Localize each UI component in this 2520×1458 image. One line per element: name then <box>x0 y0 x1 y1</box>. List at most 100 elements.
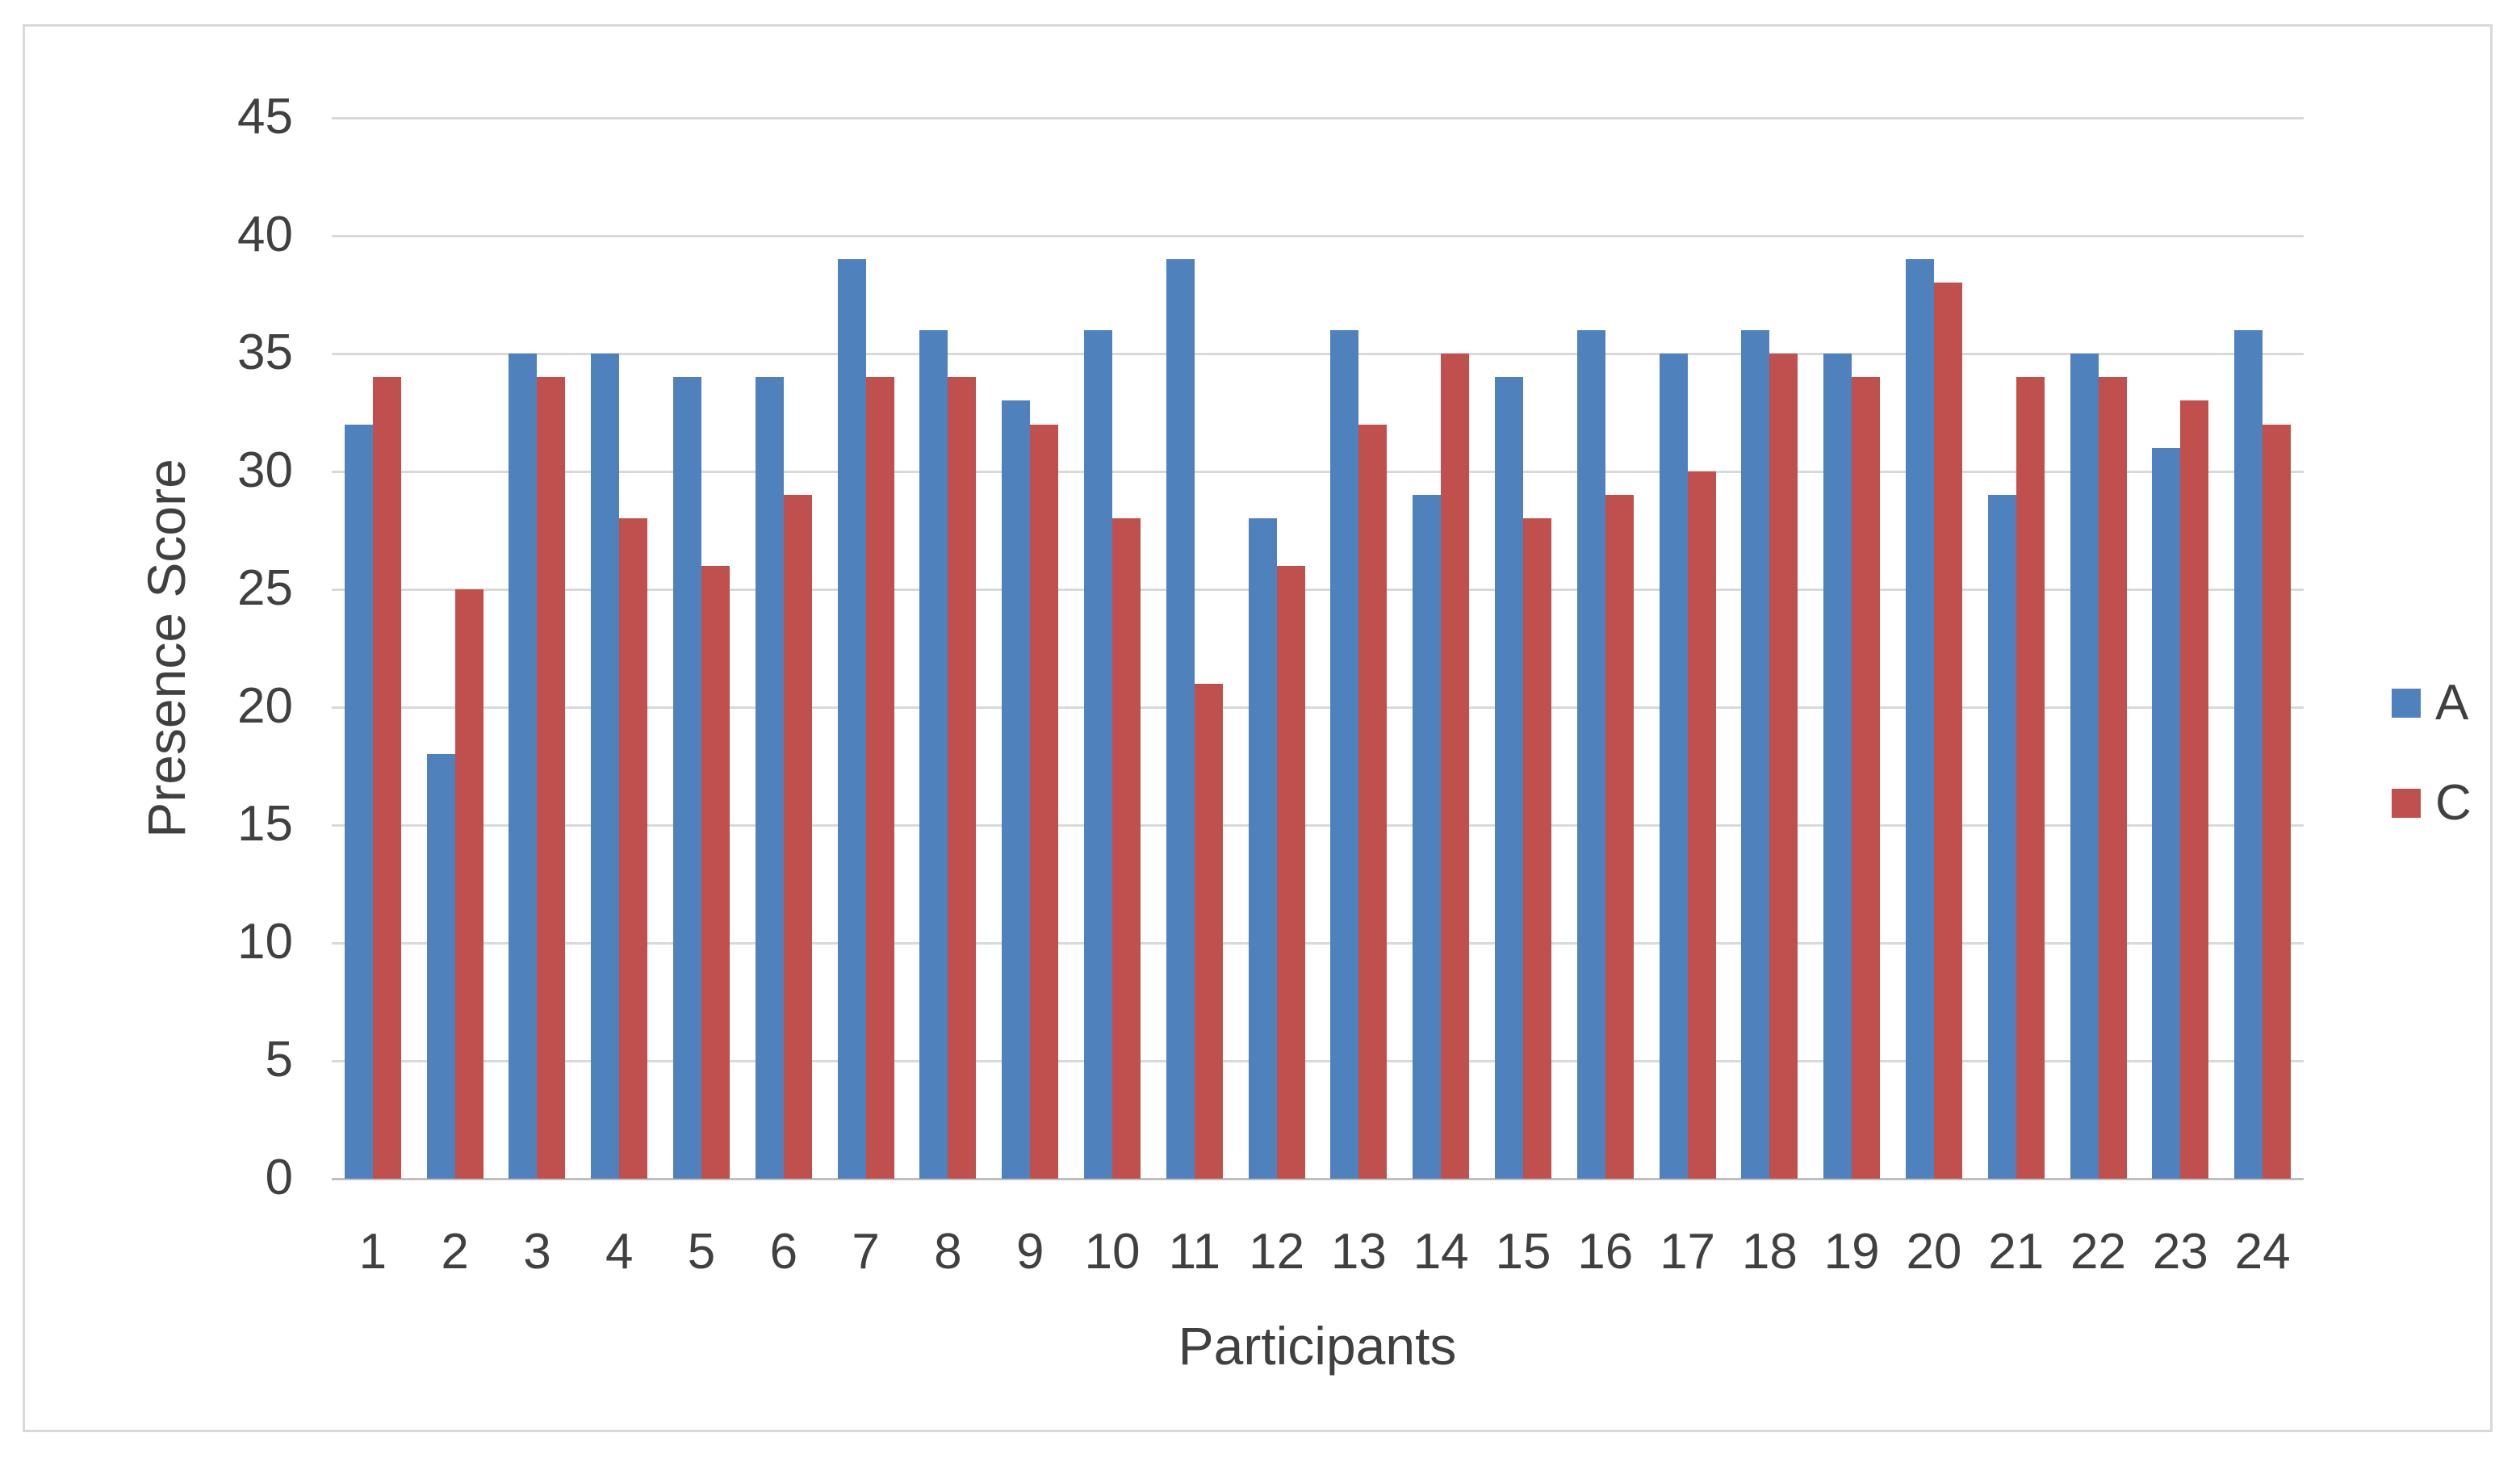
gridline-35 <box>332 352 2304 355</box>
bar-A-21 <box>1987 495 2016 1179</box>
y-tick-label-15: 15 <box>237 796 293 853</box>
legend-label-C: C <box>2435 775 2472 831</box>
x-tick-label-16: 16 <box>1577 1224 1634 1280</box>
bar-C-8 <box>948 377 977 1179</box>
bar-C-17 <box>1687 471 1716 1179</box>
x-tick-label-7: 7 <box>852 1224 880 1280</box>
y-tick-label-30: 30 <box>237 442 293 499</box>
bar-A-22 <box>2070 354 2099 1179</box>
bar-C-15 <box>1522 518 1551 1179</box>
x-tick-label-21: 21 <box>1988 1224 2045 1280</box>
bar-C-20 <box>1933 283 1962 1179</box>
gridline-15 <box>332 823 2304 827</box>
bar-A-5 <box>673 377 702 1179</box>
x-tick-label-10: 10 <box>1084 1224 1141 1280</box>
y-tick-label-20: 20 <box>237 678 293 735</box>
x-tick-label-23: 23 <box>2152 1224 2208 1280</box>
bar-C-23 <box>2180 400 2209 1179</box>
bar-A-12 <box>1248 518 1277 1179</box>
bar-C-3 <box>537 377 566 1179</box>
bar-A-14 <box>1413 495 1442 1179</box>
bar-A-17 <box>1659 354 1688 1179</box>
bar-C-14 <box>1441 354 1470 1179</box>
bar-C-22 <box>2098 377 2127 1179</box>
legend-item-C: C <box>2392 774 2472 832</box>
x-axis-line <box>332 1177 2304 1180</box>
bar-A-3 <box>509 354 538 1179</box>
bar-A-7 <box>837 259 866 1179</box>
x-tick-label-22: 22 <box>2070 1224 2126 1280</box>
x-tick-label-9: 9 <box>1015 1224 1044 1280</box>
bar-A-23 <box>2152 447 2181 1179</box>
bar-A-20 <box>1905 259 1934 1179</box>
x-tick-label-3: 3 <box>523 1224 551 1280</box>
bar-C-10 <box>1112 518 1141 1179</box>
bar-C-24 <box>2263 424 2292 1179</box>
bar-C-11 <box>1194 683 1223 1179</box>
bar-A-11 <box>1166 259 1195 1179</box>
bar-C-5 <box>701 565 730 1179</box>
bar-C-7 <box>865 377 894 1179</box>
bar-C-13 <box>1358 424 1388 1179</box>
legend-swatch-C <box>2392 789 2421 818</box>
bar-C-12 <box>1276 565 1305 1179</box>
x-tick-label-13: 13 <box>1330 1224 1387 1280</box>
x-axis-title: Participants <box>1178 1316 1457 1376</box>
bar-A-24 <box>2234 329 2263 1179</box>
bar-A-6 <box>755 377 784 1179</box>
bar-A-18 <box>1741 329 1770 1179</box>
y-tick-label-10: 10 <box>237 914 293 970</box>
bar-A-15 <box>1494 377 1523 1179</box>
x-tick-label-12: 12 <box>1249 1224 1305 1280</box>
gridline-25 <box>332 588 2304 591</box>
bar-C-19 <box>1852 377 1881 1179</box>
bar-A-4 <box>591 354 620 1179</box>
chart-frame: Presence Score Participants 0 5 10 15 20 25 30… <box>23 24 2493 1432</box>
y-tick-label-0: 0 <box>265 1150 293 1206</box>
x-tick-label-4: 4 <box>605 1224 634 1280</box>
x-tick-label-15: 15 <box>1495 1224 1551 1280</box>
y-tick-label-35: 35 <box>237 325 293 381</box>
bar-A-16 <box>1576 329 1605 1179</box>
x-tick-label-20: 20 <box>1906 1224 1962 1280</box>
bar-A-19 <box>1823 354 1852 1179</box>
legend-item-A: A <box>2392 674 2468 732</box>
y-axis-title: Presence Score <box>136 459 196 838</box>
x-tick-label-14: 14 <box>1413 1224 1469 1280</box>
bar-C-1 <box>372 377 401 1179</box>
gridline-40 <box>332 234 2304 237</box>
bar-A-9 <box>1002 400 1031 1179</box>
bar-A-1 <box>344 424 373 1179</box>
x-tick-label-24: 24 <box>2234 1224 2291 1280</box>
gridline-5 <box>332 1059 2304 1062</box>
bar-A-2 <box>426 754 455 1179</box>
y-tick-label-5: 5 <box>265 1032 293 1088</box>
bar-C-6 <box>783 495 812 1179</box>
x-tick-label-8: 8 <box>934 1224 962 1280</box>
y-tick-label-40: 40 <box>237 207 293 263</box>
gridline-45 <box>332 116 2304 119</box>
bar-A-13 <box>1330 329 1359 1179</box>
bar-C-18 <box>1769 354 1798 1179</box>
bar-C-9 <box>1030 424 1059 1179</box>
bar-C-21 <box>2016 377 2045 1179</box>
x-tick-label-19: 19 <box>1823 1224 1880 1280</box>
x-tick-label-11: 11 <box>1168 1224 1220 1280</box>
gridline-20 <box>332 706 2304 709</box>
x-tick-label-2: 2 <box>441 1224 469 1280</box>
x-tick-label-5: 5 <box>687 1224 716 1280</box>
y-tick-label-25: 25 <box>237 560 293 617</box>
gridline-10 <box>332 941 2304 945</box>
bar-A-10 <box>1084 329 1113 1179</box>
x-tick-label-17: 17 <box>1660 1224 1716 1280</box>
y-tick-label-45: 45 <box>237 89 293 145</box>
plot-area <box>332 116 2304 1180</box>
legend-swatch-A <box>2392 689 2421 718</box>
x-tick-label-1: 1 <box>358 1224 387 1280</box>
legend-label-A: A <box>2435 675 2469 731</box>
bar-C-16 <box>1605 495 1634 1179</box>
bar-C-4 <box>619 518 648 1179</box>
gridline-30 <box>332 470 2304 473</box>
x-tick-label-6: 6 <box>769 1224 798 1280</box>
